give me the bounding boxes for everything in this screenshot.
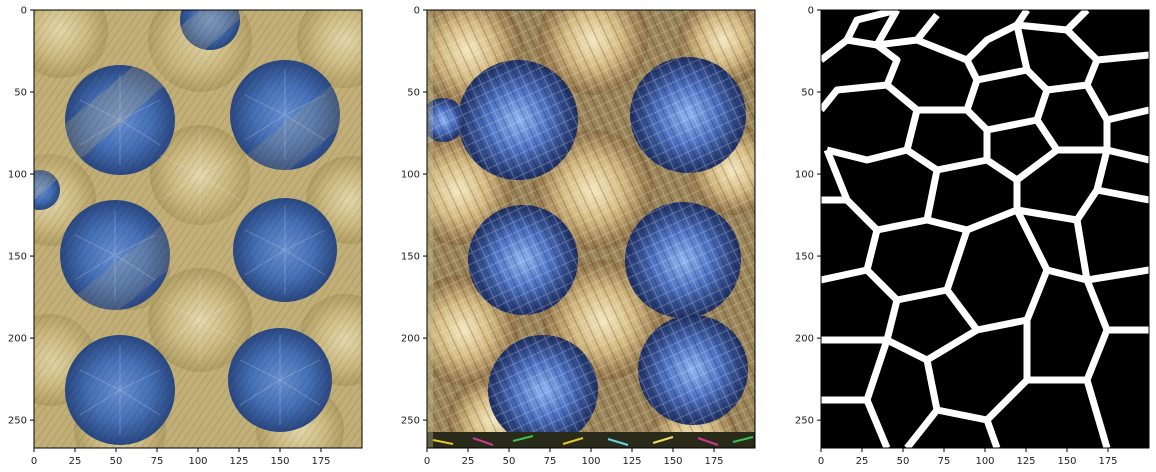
x-tick-label: 100 xyxy=(975,456,994,467)
x-tick-label: 25 xyxy=(462,456,475,467)
voronoi-cell-outlines xyxy=(821,10,1149,448)
synthesized-texture-x-ticks: 0 25 50 75 100 125 150 175 xyxy=(424,448,724,467)
y-tick-label: 100 xyxy=(401,170,420,181)
x-tick-label: 125 xyxy=(1016,456,1035,467)
y-tick-label: 200 xyxy=(8,334,27,345)
y-tick-label: 150 xyxy=(8,252,27,263)
x-tick-label: 0 xyxy=(424,456,430,467)
voronoi-edge-map-y-ticks: 0 50 100 150 200 250 xyxy=(795,6,821,427)
y-tick-label: 250 xyxy=(8,416,27,427)
x-tick-label: 100 xyxy=(188,456,207,467)
x-tick-label: 75 xyxy=(151,456,164,467)
y-tick-label: 0 xyxy=(21,6,27,17)
x-tick-label: 0 xyxy=(31,456,37,467)
x-tick-label: 175 xyxy=(1098,456,1117,467)
x-tick-label: 25 xyxy=(69,456,82,467)
panel-input-photo: 0 25 50 75 100 125 150 175 0 50 100 150 200 250 xyxy=(0,0,385,472)
y-tick-label: 250 xyxy=(401,416,420,427)
y-tick-label: 200 xyxy=(795,334,814,345)
synthesized-texture-y-ticks: 0 50 100 150 200 250 xyxy=(401,6,427,427)
y-tick-label: 50 xyxy=(14,88,27,99)
x-tick-label: 100 xyxy=(581,456,600,467)
x-tick-label: 75 xyxy=(544,456,557,467)
voronoi-edge-map-x-ticks: 0 25 50 75 100 125 150 175 xyxy=(818,448,1118,467)
x-tick-label: 75 xyxy=(938,456,951,467)
input-photo-image xyxy=(34,10,362,448)
synthesized-texture-image xyxy=(427,10,755,448)
y-tick-label: 250 xyxy=(795,416,814,427)
y-tick-label: 50 xyxy=(801,88,814,99)
x-tick-label: 175 xyxy=(311,456,330,467)
x-tick-label: 50 xyxy=(897,456,910,467)
y-tick-label: 50 xyxy=(407,88,420,99)
y-tick-label: 150 xyxy=(401,252,420,263)
x-tick-label: 50 xyxy=(503,456,516,467)
y-tick-label: 0 xyxy=(808,6,814,17)
synthesized-texture-plot: 0 25 50 75 100 125 150 175 0 50 100 150 200 250 xyxy=(401,6,756,467)
y-tick-label: 100 xyxy=(795,170,814,181)
x-tick-label: 0 xyxy=(818,456,824,467)
input-photo-plot: 0 25 50 75 100 125 150 175 0 50 100 150 200 250 xyxy=(8,6,363,467)
panel-synthesized-texture: 0 25 50 75 100 125 150 175 0 50 100 150 200 250 xyxy=(393,0,778,472)
y-tick-label: 150 xyxy=(795,252,814,263)
x-tick-label: 50 xyxy=(110,456,123,467)
input-photo-y-ticks: 0 50 100 150 200 250 xyxy=(8,6,34,427)
panel-voronoi-edge-map: 0 25 50 75 100 125 150 175 0 50 100 150 200 250 xyxy=(787,0,1156,472)
x-tick-label: 125 xyxy=(622,456,641,467)
y-tick-label: 200 xyxy=(401,334,420,345)
input-photo-x-ticks: 0 25 50 75 100 125 150 175 xyxy=(31,448,331,467)
x-tick-label: 125 xyxy=(229,456,248,467)
x-tick-label: 25 xyxy=(856,456,869,467)
y-tick-label: 100 xyxy=(8,170,27,181)
voronoi-edge-map-plot: 0 25 50 75 100 125 150 175 0 50 100 150 200 250 xyxy=(795,6,1150,467)
x-tick-label: 150 xyxy=(270,456,289,467)
x-tick-label: 150 xyxy=(1057,456,1076,467)
x-tick-label: 150 xyxy=(663,456,682,467)
voronoi-edge-map-image xyxy=(821,10,1149,448)
x-tick-label: 175 xyxy=(704,456,723,467)
y-tick-label: 0 xyxy=(414,6,420,17)
